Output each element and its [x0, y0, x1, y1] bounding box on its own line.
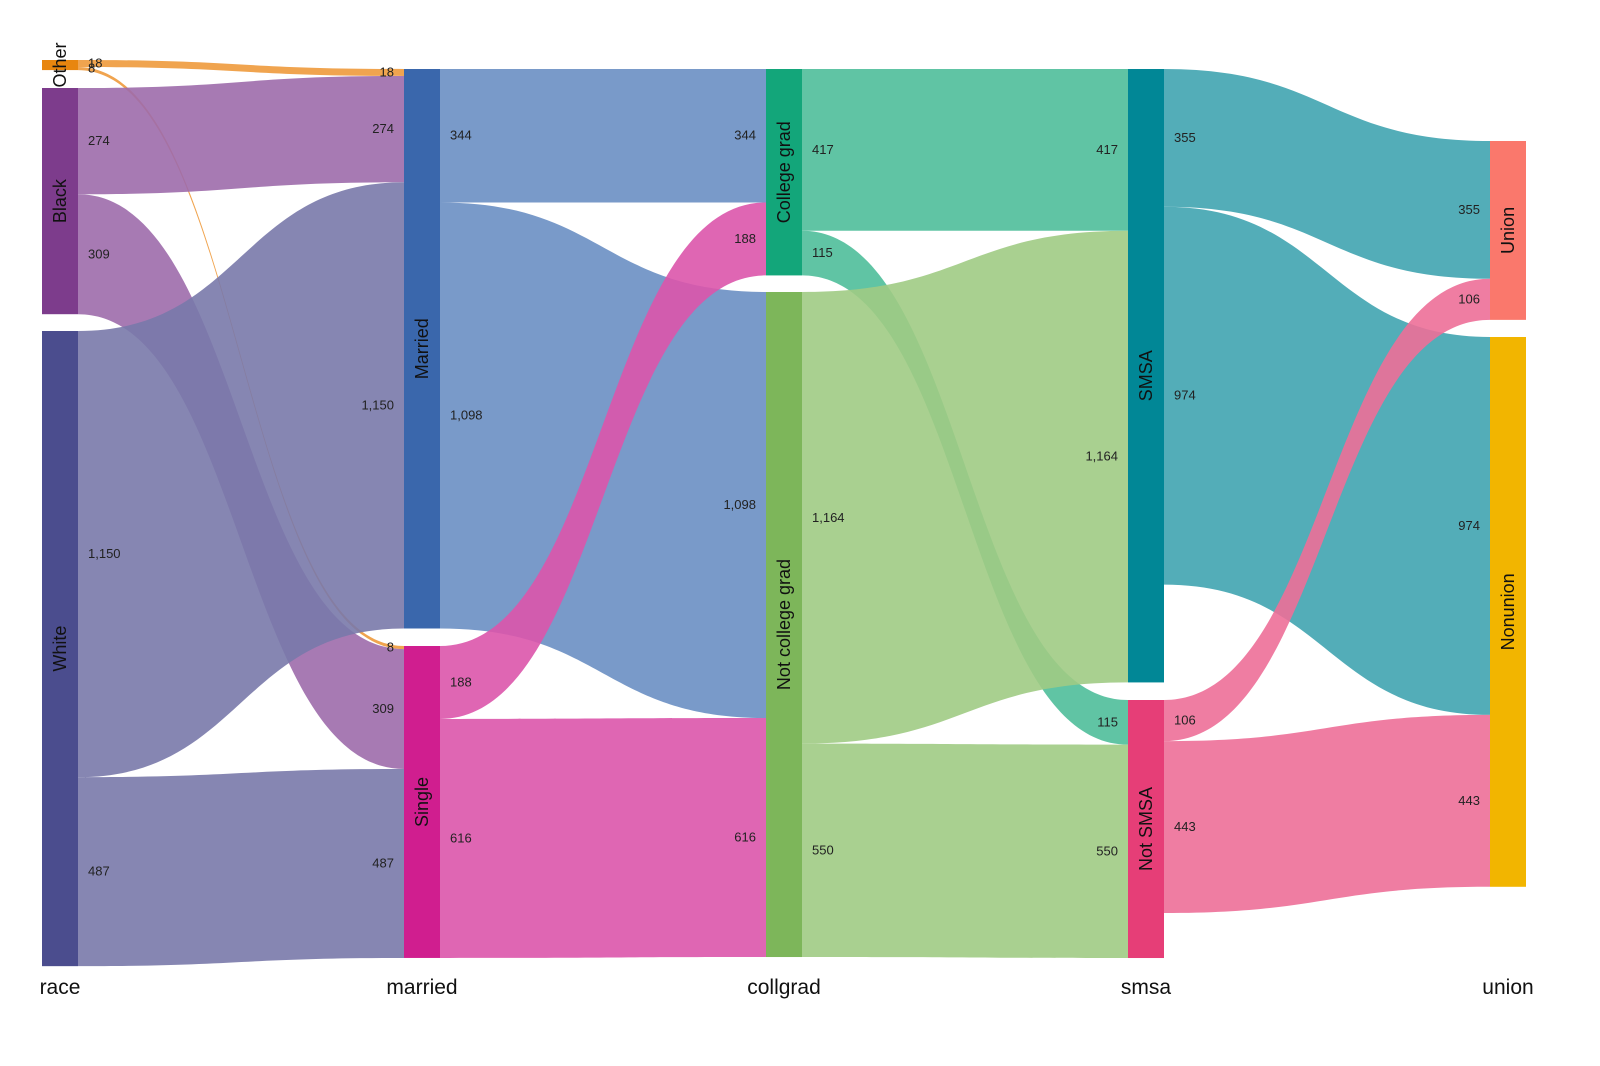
- node-label-college-grad: College grad: [774, 121, 794, 223]
- axis-label-collgrad: collgrad: [747, 976, 821, 999]
- link-target-value: 417: [1096, 142, 1118, 157]
- node-smsa: [1128, 69, 1164, 683]
- link-source-value: 1,150: [88, 546, 121, 561]
- link-source-value: 18: [88, 55, 102, 70]
- link-target-value: 18: [380, 64, 394, 79]
- link-smsa-to-nonunion: [1164, 206, 1490, 715]
- node-label-white: White: [50, 626, 70, 672]
- link-target-value: 344: [734, 128, 756, 143]
- axis-labels: race married collgrad smsa union: [40, 976, 1534, 999]
- node-label-black: Black: [50, 178, 70, 223]
- link-single-to-not-college-grad: [440, 718, 766, 958]
- axis-label-smsa: smsa: [1121, 976, 1171, 999]
- link-target-value: 443: [1458, 793, 1480, 808]
- node-not-smsa: [1128, 700, 1164, 959]
- link-source-value: 974: [1174, 388, 1196, 403]
- link-target-value: 1,164: [1085, 449, 1118, 464]
- link-target-value: 616: [734, 830, 756, 845]
- link-target-value: 487: [372, 855, 394, 870]
- axis-label-union: union: [1482, 976, 1533, 999]
- link-not-smsa-to-union: [1164, 278, 1490, 742]
- link-source-value: 616: [450, 830, 472, 845]
- link-target-value: 274: [372, 121, 394, 136]
- link-other-to-married: [78, 60, 404, 76]
- node-label-married: Married: [412, 318, 432, 379]
- link-source-value: 1,098: [450, 407, 483, 422]
- node-college-grad: [766, 69, 802, 276]
- node-white: [42, 331, 78, 967]
- link-source-value: 550: [812, 842, 834, 857]
- link-college-grad-to-smsa: [802, 69, 1128, 231]
- link-source-value: 106: [1174, 713, 1196, 728]
- node-married: [404, 69, 440, 629]
- link-target-value: 355: [1458, 202, 1480, 217]
- link-white-to-married: [78, 182, 404, 778]
- link-not-smsa-to-nonunion: [1164, 714, 1490, 914]
- node-label-not-college-grad: Not college grad: [774, 559, 794, 690]
- node-label-smsa: SMSA: [1136, 350, 1156, 401]
- link-source-value: 115: [812, 245, 833, 260]
- link-not-college-grad-to-smsa: [802, 230, 1128, 744]
- link-source-value: 309: [88, 246, 110, 261]
- node-black: [42, 88, 78, 315]
- node-label-nonunion: Nonunion: [1498, 573, 1518, 650]
- link-source-value: 274: [88, 133, 110, 148]
- node-nonunion: [1490, 337, 1526, 887]
- axis-label-married: married: [386, 976, 457, 999]
- link-source-value: 417: [812, 142, 834, 157]
- link-target-value: 550: [1096, 843, 1118, 858]
- link-source-value: 443: [1174, 819, 1196, 834]
- node-label-single: Single: [412, 777, 432, 827]
- node-union: [1490, 141, 1526, 320]
- link-source-value: 487: [88, 864, 110, 879]
- link-target-value: 1,098: [723, 497, 756, 512]
- node-label-other: Other: [50, 43, 70, 88]
- link-source-value: 8: [88, 61, 95, 76]
- link-target-value: 1,150: [361, 397, 394, 412]
- link-black-to-married: [78, 75, 404, 195]
- link-source-value: 344: [450, 128, 472, 143]
- link-white-to-single: [78, 768, 404, 967]
- node-single: [404, 646, 440, 958]
- axis-label-race: race: [40, 976, 81, 999]
- link-target-value: 188: [734, 231, 756, 246]
- sankey-nodes: Other Black White Married Single College grad…: [42, 43, 1526, 967]
- link-target-value: 115: [1097, 714, 1118, 729]
- link-smsa-to-union: [1164, 69, 1490, 279]
- link-source-value: 355: [1174, 130, 1196, 145]
- link-single-to-college-grad: [440, 202, 766, 719]
- link-not-college-grad-to-not-smsa: [802, 743, 1128, 959]
- node-other: [42, 60, 78, 71]
- sankey-links: [78, 60, 1490, 967]
- node-label-not-smsa: Not SMSA: [1136, 787, 1156, 871]
- link-source-value: 1,164: [812, 510, 845, 525]
- link-target-value: 309: [372, 701, 394, 716]
- link-target-value: 974: [1458, 518, 1480, 533]
- link-target-value: 8: [387, 640, 394, 655]
- link-target-value: 106: [1458, 291, 1480, 306]
- link-source-value: 188: [450, 674, 472, 689]
- link-married-to-college-grad: [440, 69, 766, 203]
- node-label-union: Union: [1498, 207, 1518, 254]
- node-not-college-grad: [766, 292, 802, 958]
